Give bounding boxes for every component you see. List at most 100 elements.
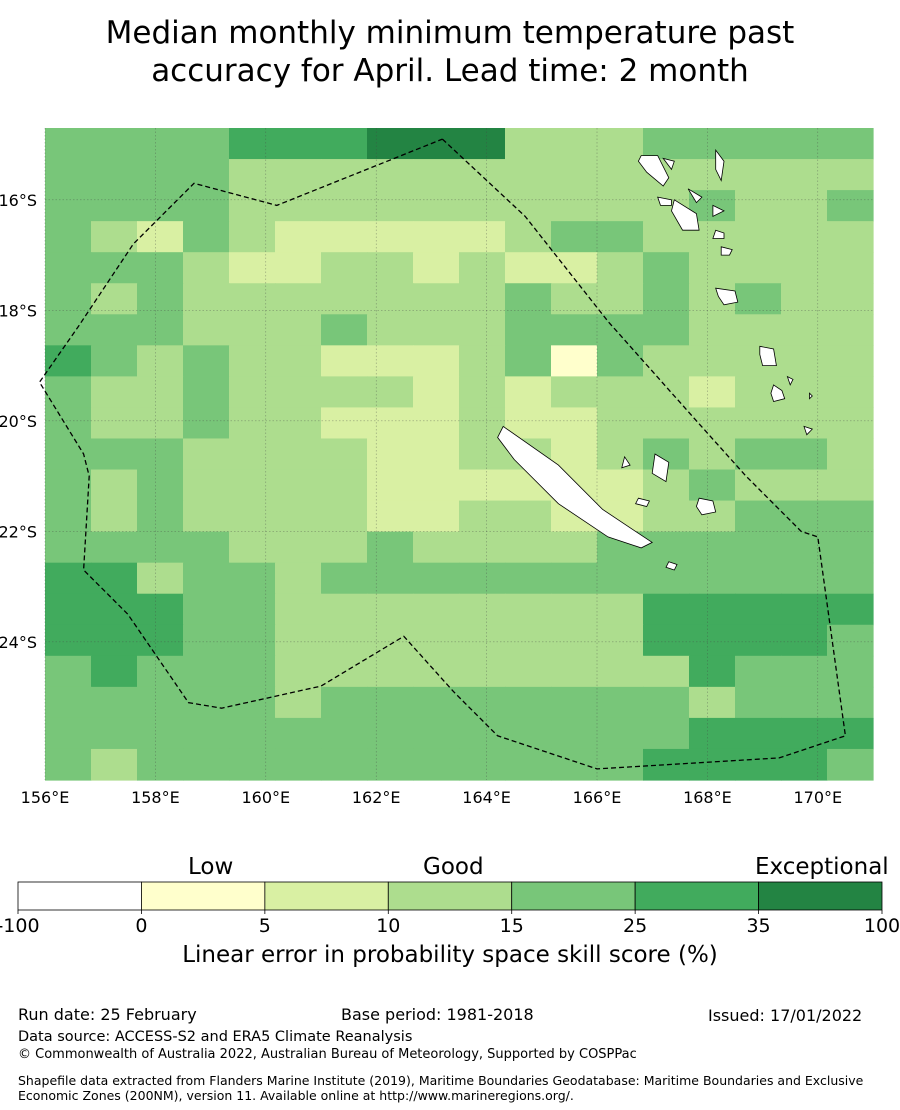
grid-cell [597,314,644,346]
lat-tick-label: 22°S [0,522,37,541]
grid-cell [413,500,460,533]
grid-cell [413,717,460,750]
grid-cell [551,717,598,750]
grid-cell [321,128,368,160]
grid-cell [505,500,552,533]
grid-cell [229,407,276,440]
colorbar-segment [758,881,883,911]
grid-cell [735,159,782,191]
grid-cell [183,376,230,409]
grid-cell [275,128,322,160]
grid-cell [505,283,552,315]
grid-cell [827,407,874,440]
colorbar-segment [634,881,759,911]
grid-cell [367,252,414,284]
grid-cell [551,221,598,253]
grid-cell [597,376,644,409]
grid-cell [229,500,276,533]
grid-cell [459,624,506,657]
grid-cell [735,717,782,750]
grid-cell [459,283,506,315]
grid-cell [413,314,460,346]
grid-cell [689,562,736,595]
grid-cell [735,221,782,253]
grid-cell [459,500,506,533]
grid-cell [781,469,828,502]
grid-cell [229,655,276,688]
grid-cell [827,345,874,377]
grid-cell [45,500,92,533]
grid-cell [643,128,690,160]
grid-cell [413,624,460,657]
grid-cell [91,531,138,564]
grid-cell [45,624,92,657]
grid-cell [689,407,736,440]
grid-cell [827,469,874,502]
grid-cell [183,562,230,595]
grid-cell [827,562,874,595]
colorbar-tick-label: 35 [746,915,770,937]
grid-cell [275,252,322,284]
grid-cell [459,345,506,377]
colorbar-tick-label: 15 [500,915,524,937]
grid-cell [183,469,230,502]
grid-cell [735,469,782,502]
grid-cell [597,221,644,253]
grid-cell [505,221,552,253]
grid-cell [505,593,552,626]
grid-cell [275,283,322,315]
grid-cell [689,376,736,409]
grid-cell [597,252,644,284]
grid-cell [91,407,138,440]
island [635,497,650,507]
grid-cell [597,748,644,781]
grid-cell [367,748,414,781]
grid-cell [413,562,460,595]
grid-cell [91,469,138,502]
grid-cell [229,376,276,409]
grid-cell [459,128,506,160]
colorbar-segment [511,881,636,911]
grid-cell [183,624,230,657]
grid-cell [781,624,828,657]
grid-cell [827,438,874,471]
grid-cell [643,345,690,377]
grid-cell [137,221,184,253]
grid-cell [597,624,644,657]
grid-cell [459,190,506,222]
grid-cell [781,283,828,315]
lat-tick-label: 16°S [0,191,37,210]
grid-cell [229,283,276,315]
grid-cell [781,221,828,253]
grid-cell [413,531,460,564]
grid-cell [367,655,414,688]
grid-cell [183,190,230,222]
grid-cell [827,655,874,688]
grid-cell [137,562,184,595]
grid-cell [735,190,782,222]
grid-cell [781,159,828,191]
grid-cell [367,345,414,377]
grid-cell [643,500,690,533]
grid-cell [275,562,322,595]
grid-cell [91,748,138,781]
grid-cell [735,748,782,781]
grid-cell [229,128,276,160]
grid-cell [505,624,552,657]
island [497,425,653,549]
grid-cell [459,593,506,626]
grid-cell [137,283,184,315]
grid-cell [735,686,782,719]
grid-cell [45,283,92,315]
island [651,453,670,483]
grid-cell [689,624,736,657]
island [671,199,700,231]
grid-cell [643,376,690,409]
grid-cell [597,717,644,750]
grid-cell [367,314,414,346]
grid-cell [643,593,690,626]
colorbar-tick-label: 10 [376,915,400,937]
copyright: © Commonwealth of Australia 2022, Austra… [18,1047,637,1062]
grid-cell [505,655,552,688]
island [715,287,739,306]
